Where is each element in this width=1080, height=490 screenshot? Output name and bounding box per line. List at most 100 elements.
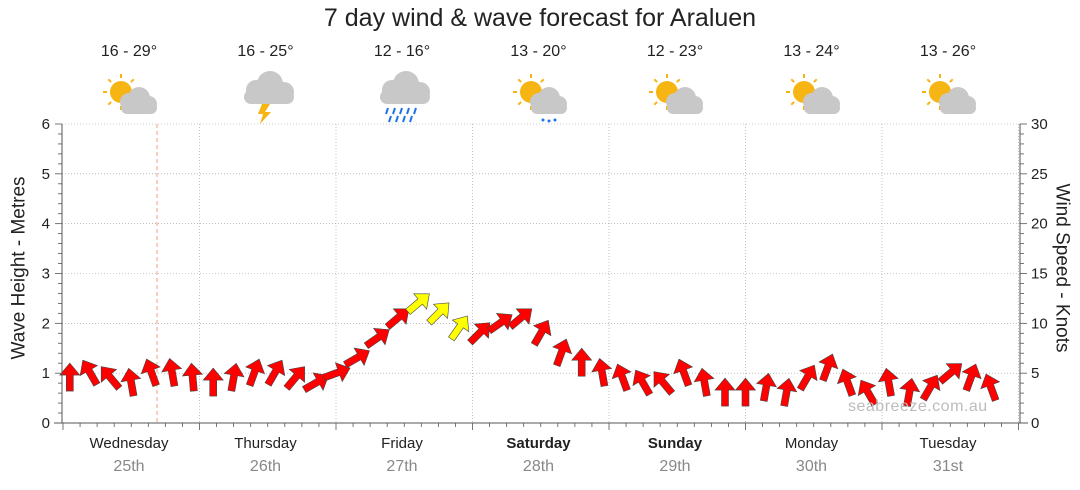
wind-arrow-shape [673,358,694,387]
wind-arrow [818,353,839,382]
wind-arrow [734,377,757,407]
y-tick-label-right: 10 [1031,315,1048,332]
wind-arrow-shape [405,293,430,315]
wind-arrow-shape [202,367,224,397]
wind-arrow-shape [734,377,757,407]
rain-shape [385,107,417,123]
drops-shape [541,118,556,123]
day-name: Saturday [506,435,571,452]
wind-arrow [980,373,1001,402]
y-tick-label-left: 1 [42,365,50,382]
wind-arrow [302,372,329,394]
wind-arrow-shape [322,362,351,383]
wind-arrow-shape [818,353,839,382]
wind-arrow [181,362,204,392]
wind-arrow [776,377,798,407]
y-tick-label-left: 2 [42,315,50,332]
wind-arrow-shape [653,371,676,396]
day-name: Thursday [234,435,297,452]
y-tick-label-right: 5 [1031,365,1039,382]
day-label: Saturday 28th [471,435,607,476]
wind-arrow [919,374,941,402]
wind-arrow-shape [776,377,798,407]
wind-arrow [836,368,857,397]
partly-cloudy-icon [916,70,986,126]
wind-arrow-shape [899,377,921,407]
y-tick-label-right: 20 [1031,216,1048,233]
wind-arrow-shape [448,315,470,342]
wind-arrow [322,362,351,383]
rain-icon [370,70,440,126]
wind-arrow [343,347,370,369]
chart-title: 7 day wind & wave forecast for Araluen [323,4,757,32]
wind-arrow-shape [223,362,245,392]
wind-arrow-shape [937,363,963,385]
cloud-shape [939,87,976,114]
y-tick-label-left: 5 [42,166,50,183]
wind-arrow-shape [161,357,183,387]
wind-arrow [507,308,533,330]
cloud-shape [120,87,157,114]
day-label: Sunday 29th [607,435,743,476]
wind-arrow-shape [140,358,161,387]
day-label: Tuesday 31st [880,435,1016,476]
day-name: Wednesday [89,435,169,452]
wind-arrow [899,377,921,407]
day-date: 25th [113,458,145,475]
day-date: 28th [522,458,555,475]
day-date: 27th [386,458,418,475]
y-tick-label-right: 15 [1031,266,1048,283]
wind-arrow-shape [980,373,1001,402]
wind-arrow-shape [343,347,370,369]
wind-arrow-shape [836,368,857,397]
day-temperature: 13 - 26° [919,43,977,60]
wind-arrow [632,369,654,397]
wind-arrow-shape [611,363,632,392]
wind-arrow-shape [363,328,390,350]
wind-arrow-shape [79,359,101,387]
wind-arrow [245,358,266,387]
wind-arrow [59,362,81,392]
wind-arrow [530,319,552,347]
wind-arrow-shape [59,362,81,392]
y-tick-label-left: 0 [42,415,50,432]
day-name: Tuesday [919,435,977,452]
wind-arrow-shape [245,358,266,387]
partly-cloudy-icon [780,70,850,126]
cloud-shape [380,71,430,104]
wind-arrow-shape [571,347,593,377]
y-axis-label-right: Wind Speed - Knots [1051,183,1073,353]
wind-arrow [857,379,879,407]
wind-arrow [405,293,430,315]
light-shower-icon [507,70,577,126]
thunderstorm-icon [234,70,304,126]
y-tick-label-right: 0 [1031,415,1039,432]
day-date: 31st [932,458,964,475]
wind-arrow-shape [264,359,286,387]
wind-arrow-shape [530,319,552,347]
day-temperature: 13 - 24° [783,43,840,60]
day-label: Monday 30th [744,435,880,476]
wind-arrow [693,367,715,397]
day-date: 29th [659,458,691,475]
wind-arrow [937,363,963,385]
wind-arrow [264,359,286,387]
wind-arrow [161,357,183,387]
wind-arrow [796,364,818,392]
wind-arrow [283,366,305,391]
day-label: Friday 27th [334,435,470,476]
day-name: Monday [784,435,839,452]
wind-arrow-shape [591,357,613,387]
y-tick-label-left: 6 [42,116,50,133]
wind-arrow [384,308,410,330]
wind-arrow [79,359,101,387]
wind-arrow-shape [507,308,533,330]
wind-arrow [363,328,390,350]
wind-arrow-shape [100,366,123,391]
day-name: Sunday [647,435,703,452]
day-temperature: 12 - 23° [646,43,704,60]
wind-arrow-shape [181,362,204,392]
wind-arrow [673,358,694,387]
day-label: Thursday 26th [198,435,334,476]
